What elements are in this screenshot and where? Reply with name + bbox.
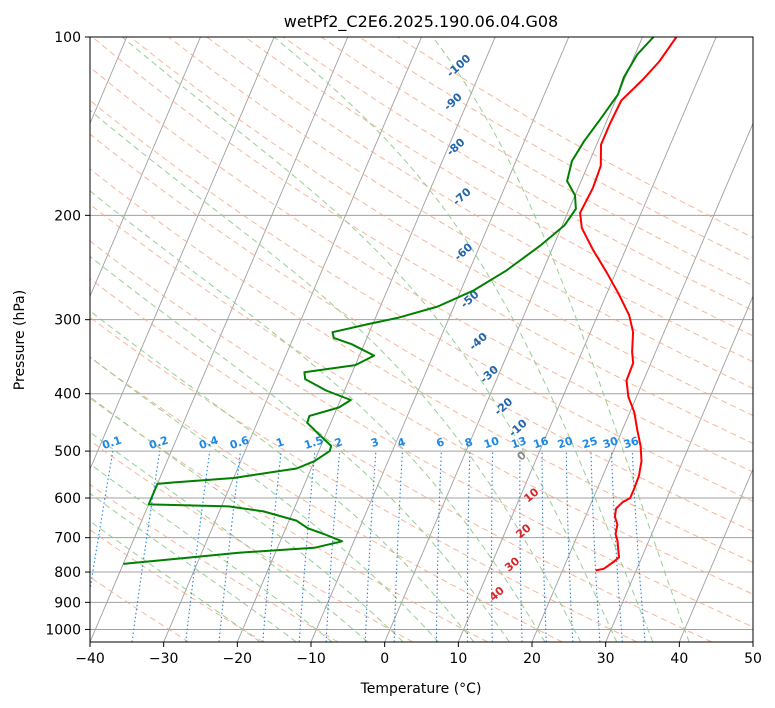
isotherm-line [163,37,422,642]
y-tick-label: 1000 [45,622,81,638]
mixing-ratio-line [218,451,242,642]
isotherm-line [605,295,753,642]
moist-adiabat-line [90,463,333,642]
temperature-profile-line [579,37,678,572]
moist-adiabat-line [121,37,618,642]
isotherm-line [457,37,717,642]
x-tick-label: 50 [744,651,762,667]
y-tick-label: 800 [54,565,81,581]
x-tick-label: −30 [149,651,179,667]
mixing-ratio-label: 3 [369,435,380,450]
x-tick-label: 0 [380,651,389,667]
moist-adiabat-line [90,431,369,642]
x-tick-label: −20 [223,651,253,667]
isotherm-line [531,122,753,642]
dry-adiabat-line [90,483,339,642]
mixing-ratio-label: 10 [482,434,501,451]
plot-frame [89,36,754,643]
mixing-ratio-label: 20 [556,434,575,451]
moist-adiabat-line [273,37,654,642]
dry-adiabat-line [90,316,638,642]
mixing-ratio-label: 0.6 [228,433,251,451]
x-tick-label: −40 [75,651,105,667]
dry-adiabat-line [90,356,563,642]
mixing-ratio-label: 4 [396,435,408,450]
background-lines [90,37,753,642]
x-tick-label: 30 [597,651,615,667]
x-tick-label: 10 [449,651,467,667]
moist-adiabat-line [90,492,297,642]
chart-title: wetPf2_C2E6.2025.190.06.04.G08 [284,12,558,32]
moist-adiabat-line [90,520,261,642]
dry-adiabat-line [244,37,753,337]
isotherm-line [236,37,496,642]
isotherm-line [678,467,753,642]
mixing-ratio-label: 30 [601,434,620,451]
moist-adiabat-line [90,255,510,642]
y-tick-label: 100 [54,30,81,46]
dry-adiabat-line [91,37,753,445]
dry-adiabat-line [282,37,753,312]
y-tick-label: 200 [54,208,81,224]
mixing-ratio-label: 16 [532,434,551,451]
isotherm-line [384,37,643,642]
mixing-ratio-label: 1 [274,435,285,450]
mixing-ratio-line [298,451,316,642]
y-axis-label: Pressure (hPa) [12,290,28,390]
y-tick-label: 600 [54,491,81,507]
y-tick-label: 400 [54,387,81,403]
mixing-ratio-label: 8 [463,435,474,450]
profile-lines [123,37,678,572]
dry-adiabat-line [168,37,753,389]
mixing-ratio-label: 25 [581,434,600,451]
y-tick-label: 300 [54,313,81,329]
x-tick-label: 20 [523,651,541,667]
dry-adiabat-line [90,99,753,502]
dry-adiabat-line [90,168,753,563]
mixing-ratio-label: 13 [510,434,529,451]
y-tick-label: 700 [54,531,81,547]
isotherm-line [752,640,753,642]
isotherm-line [90,37,201,298]
dry-adiabat-line [90,203,753,595]
x-tick-label: −10 [296,651,326,667]
mixing-ratio-label: 1.5 [303,434,326,452]
dry-adiabat-line [90,133,753,533]
x-tick-label: 40 [670,651,688,667]
mixing-ratio-line [185,451,211,642]
dry-adiabat-line [90,278,712,642]
plot-background [90,37,753,642]
mixing-ratio-line [631,451,646,642]
mixing-ratio-line [90,451,114,594]
x-axis-label: Temperature (°C) [360,681,482,697]
dewpoint-profile-line [123,37,655,565]
isotherm-line [90,37,275,471]
y-tick-label: 900 [54,595,81,611]
moist-adiabat-line [90,356,439,642]
mixing-ratio-label: 6 [435,435,447,450]
mixing-ratio-line [262,451,282,642]
axes: −40 −30 −20 −10 0 10 20 30 40 5010020030040050060… [45,30,762,667]
dry-adiabat-line [130,37,753,417]
moist-adiabat-line [90,396,404,642]
moist-adiabat-line [90,310,475,642]
dry-adiabat-line [90,529,264,642]
mixing-ratio-label: 36 [622,434,641,451]
mixing-ratio-label: 2 [333,435,344,450]
y-tick-label: 500 [54,444,81,460]
dry-adiabat-line [90,240,753,628]
mixing-ratio-label: 0.1 [101,434,124,452]
mixing-ratio-label: 0.4 [197,433,220,451]
mixing-ratio-label: 0.2 [147,434,170,452]
isotherm-line [90,37,349,642]
